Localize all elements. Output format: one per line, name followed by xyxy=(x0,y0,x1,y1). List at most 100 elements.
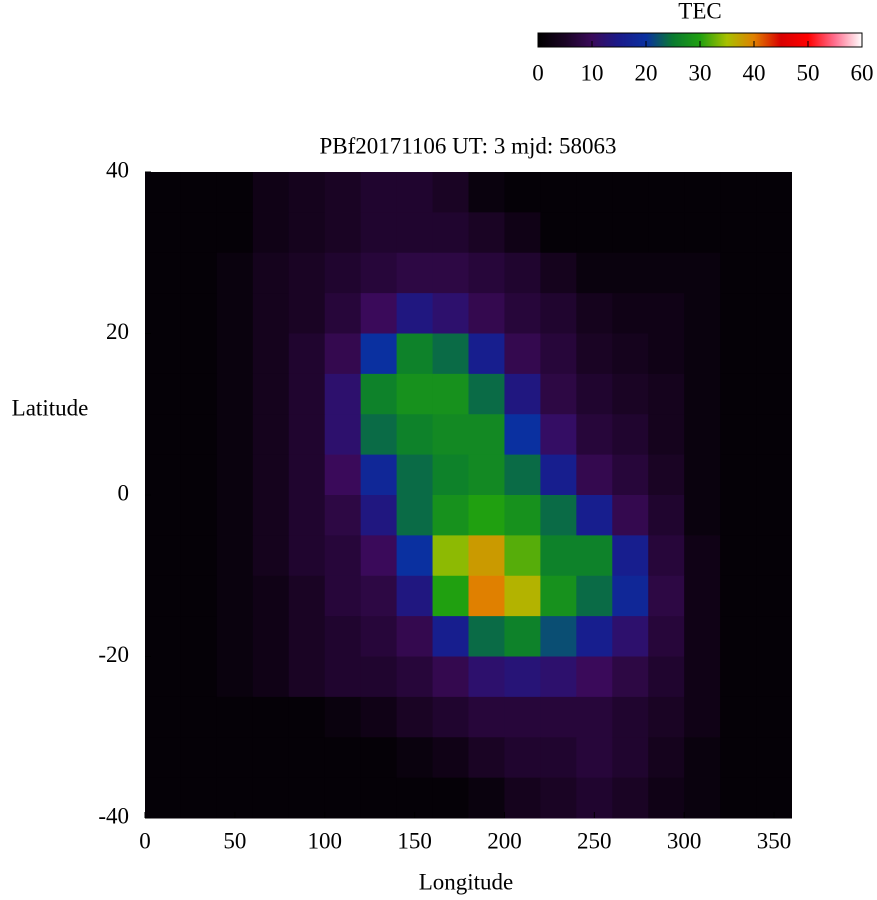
heatmap-cell xyxy=(396,293,434,334)
heatmap-cell xyxy=(612,454,649,496)
heatmap-cell xyxy=(396,737,434,779)
heatmap-cell xyxy=(324,777,362,819)
y-tick-label: 40 xyxy=(106,157,129,182)
heatmap-cell xyxy=(360,333,398,375)
heatmap-cell xyxy=(288,495,326,536)
heatmap-cell xyxy=(468,535,505,577)
heatmap-cell xyxy=(180,656,218,698)
heatmap-cell xyxy=(432,212,469,254)
heatmap-cell xyxy=(288,616,326,657)
colorbar-tick-label: 10 xyxy=(581,60,604,85)
heatmap-cell xyxy=(612,172,649,213)
heatmap-cell xyxy=(468,575,505,617)
y-tick-label: -40 xyxy=(98,803,129,828)
heatmap-cell xyxy=(252,535,290,577)
heatmap-cell xyxy=(612,293,649,334)
heatmap-cell xyxy=(252,252,290,294)
heatmap-cell xyxy=(648,616,685,657)
heatmap-cell xyxy=(180,575,218,617)
heatmap-cell xyxy=(180,535,218,577)
heatmap-cell xyxy=(216,414,254,456)
heatmap-cell xyxy=(216,495,254,536)
x-tick-label: 250 xyxy=(577,828,612,853)
heatmap-cell xyxy=(324,696,362,738)
colorbar-tick-label: 40 xyxy=(743,60,766,85)
heatmap-cell xyxy=(324,454,362,496)
heatmap-cell xyxy=(324,656,362,698)
heatmap-cell xyxy=(360,535,398,577)
heatmap-cell xyxy=(324,333,362,375)
heatmap-cell xyxy=(288,777,326,819)
heatmap-cell xyxy=(756,212,793,254)
heatmap-cell xyxy=(684,373,721,415)
heatmap-cell xyxy=(432,414,469,456)
heatmap-cell xyxy=(720,333,757,375)
heatmap-cell xyxy=(468,495,505,536)
heatmap-cell xyxy=(145,656,182,698)
heatmap-cell xyxy=(288,373,326,415)
x-tick-label: 300 xyxy=(667,828,702,853)
colorbar-label: TEC xyxy=(678,0,721,23)
heatmap-cell xyxy=(684,252,721,294)
heatmap-cell xyxy=(612,656,649,698)
y-tick-label: -20 xyxy=(98,642,129,667)
heatmap-cell xyxy=(684,737,721,779)
heatmap-cell xyxy=(252,454,290,496)
colorbar-tick-label: 30 xyxy=(689,60,712,85)
heatmap-cell xyxy=(720,737,757,779)
heatmap-cell xyxy=(540,575,577,617)
heatmap-cell xyxy=(216,777,254,819)
heatmap-cell xyxy=(468,454,505,496)
heatmap-cell xyxy=(432,696,469,738)
heatmap-cell xyxy=(288,454,326,496)
heatmap-cell xyxy=(612,535,649,577)
heatmap-cell xyxy=(252,616,290,657)
heatmap-cell xyxy=(145,454,182,496)
heatmap-cell xyxy=(216,737,254,779)
heatmap-cell xyxy=(252,333,290,375)
heatmap-cell xyxy=(612,333,649,375)
heatmap-cell xyxy=(756,575,793,617)
heatmap-cell xyxy=(504,696,541,738)
heatmap-cell xyxy=(324,252,362,294)
heatmap-cell xyxy=(396,535,434,577)
heatmap-cell xyxy=(216,535,254,577)
heatmap-cell xyxy=(576,212,613,254)
heatmap-cell xyxy=(468,696,505,738)
heatmap-cell xyxy=(360,373,398,415)
heatmap-cell xyxy=(540,535,577,577)
heatmap-cell xyxy=(360,212,398,254)
heatmap-cell xyxy=(145,777,182,819)
heatmap-cell xyxy=(180,616,218,657)
heatmap-cell xyxy=(252,656,290,698)
heatmap-cell xyxy=(288,252,326,294)
heatmap-cell xyxy=(432,495,469,536)
heatmap-cell xyxy=(432,454,469,496)
heatmap-cell xyxy=(684,454,721,496)
x-tick-label: 100 xyxy=(307,828,342,853)
heatmap-cell xyxy=(612,737,649,779)
heatmap-cell xyxy=(720,414,757,456)
heatmap-cell xyxy=(145,575,182,617)
colorbar-tick-label: 20 xyxy=(635,60,658,85)
heatmap-cell xyxy=(252,293,290,334)
heatmap-cell xyxy=(324,575,362,617)
heatmap-cell xyxy=(756,373,793,415)
heatmap-cell xyxy=(180,333,218,375)
heatmap-cell xyxy=(432,535,469,577)
heatmap-cell xyxy=(360,656,398,698)
heatmap-cell xyxy=(684,212,721,254)
heatmap-cell xyxy=(720,575,757,617)
heatmap-cell xyxy=(504,737,541,779)
heatmap-cell xyxy=(720,616,757,657)
heatmap-cell xyxy=(288,575,326,617)
heatmap-cell xyxy=(252,172,290,213)
heatmap-cell xyxy=(576,616,613,657)
heatmap-cell xyxy=(504,293,541,334)
heatmap-cell xyxy=(396,616,434,657)
heatmap-cell xyxy=(252,777,290,819)
heatmap-cell xyxy=(216,575,254,617)
heatmap-cell xyxy=(756,414,793,456)
